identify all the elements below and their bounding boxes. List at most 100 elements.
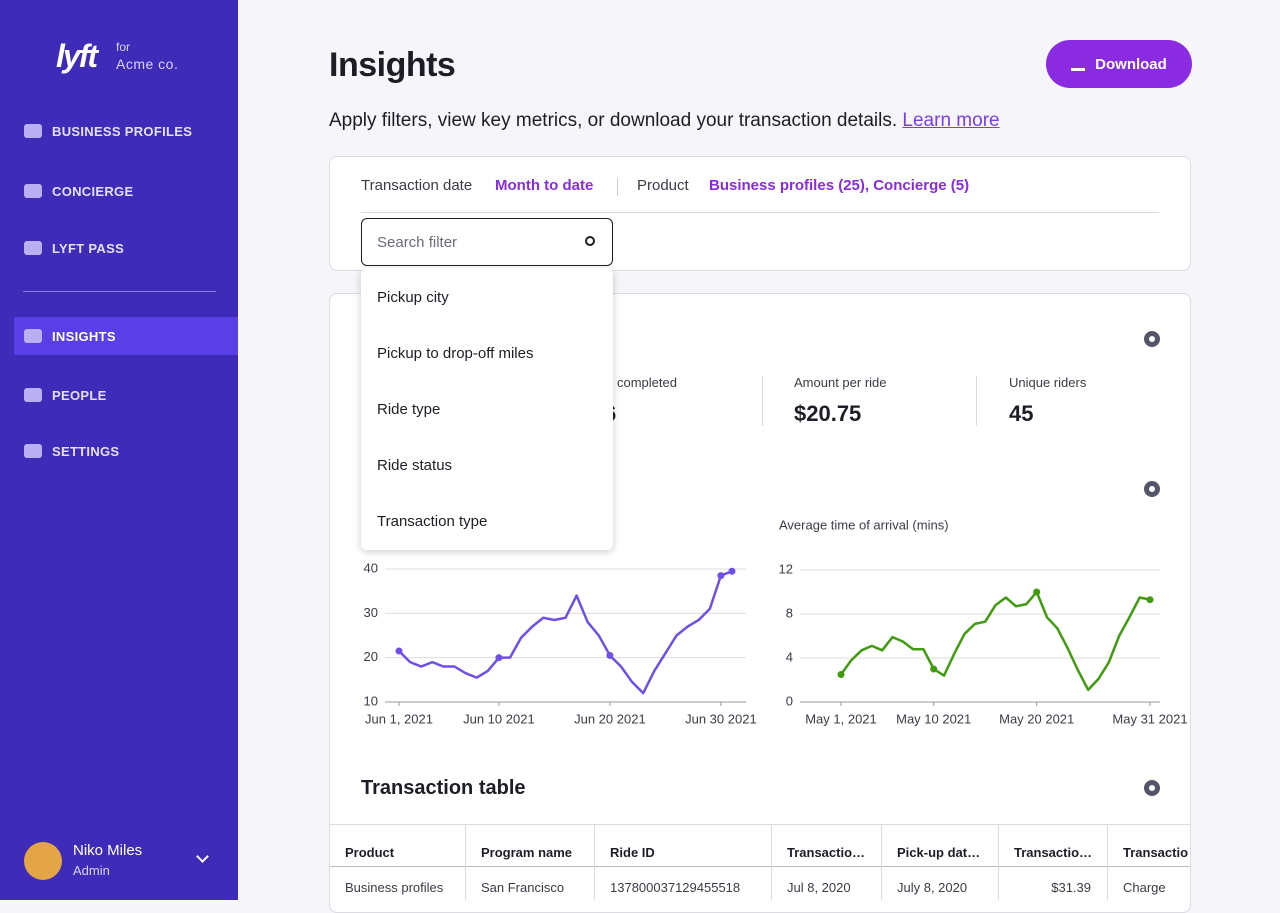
column-header[interactable]: Product bbox=[345, 845, 395, 860]
x-tick-label: Jun 20 2021 bbox=[574, 711, 646, 726]
download-label: Download bbox=[1095, 55, 1167, 73]
learn-more[interactable]: Learn more bbox=[902, 110, 1000, 131]
nav-icon bbox=[24, 241, 42, 255]
point bbox=[728, 567, 736, 575]
search-placeholder: Search filter bbox=[377, 234, 458, 251]
separator bbox=[617, 178, 618, 196]
point bbox=[1146, 596, 1154, 604]
divider bbox=[361, 212, 1159, 213]
column-header[interactable]: Program name bbox=[481, 845, 573, 860]
avatar bbox=[24, 842, 62, 880]
column-header[interactable]: Transactio… bbox=[1014, 845, 1093, 860]
x-tick-label: Jun 30 2021 bbox=[685, 711, 757, 726]
y-tick-label: 40 bbox=[364, 560, 378, 575]
nav-item[interactable]: LYFT PASS bbox=[14, 229, 238, 267]
point bbox=[495, 654, 503, 662]
y-tick-label: 20 bbox=[364, 649, 378, 664]
nav-label: BUSINESS PROFILES bbox=[52, 123, 193, 139]
separator bbox=[976, 376, 977, 426]
metric-label: Amount per ride bbox=[794, 375, 887, 390]
y-tick-label: 4 bbox=[786, 649, 793, 664]
logo: lyft bbox=[56, 38, 98, 74]
nav-icon bbox=[24, 329, 42, 343]
point bbox=[717, 572, 725, 580]
metric-label: completed bbox=[617, 375, 677, 390]
nav-item[interactable]: BUSINESS PROFILES bbox=[14, 112, 238, 150]
nav-icon bbox=[24, 184, 42, 198]
table-cell: Jul 8, 2020 bbox=[787, 880, 851, 895]
point bbox=[837, 671, 845, 678]
divider bbox=[23, 291, 216, 292]
gear[interactable] bbox=[1144, 780, 1160, 796]
date-value[interactable]: Month to date bbox=[495, 177, 594, 194]
separator bbox=[762, 376, 763, 426]
nav-label: SETTINGS bbox=[52, 443, 120, 459]
filter-option[interactable]: Transaction type bbox=[377, 513, 488, 530]
nav-item[interactable]: INSIGHTS bbox=[14, 317, 238, 355]
filter-option[interactable]: Pickup city bbox=[377, 289, 449, 306]
y-tick-label: 8 bbox=[786, 605, 793, 620]
filter-option[interactable]: Pickup to drop-off miles bbox=[377, 345, 534, 362]
x-tick-label: Jun 1, 2021 bbox=[365, 711, 433, 726]
column-divider bbox=[998, 825, 999, 900]
table-cell: Charge bbox=[1123, 880, 1166, 895]
gear[interactable] bbox=[1144, 481, 1160, 497]
column-divider bbox=[465, 825, 466, 900]
y-tick-label: 12 bbox=[779, 561, 793, 576]
description-text: Apply filters, view key metrics, or down… bbox=[329, 110, 898, 131]
table-cell: 137800037129455518 bbox=[610, 880, 741, 895]
brand-for: for bbox=[116, 40, 131, 54]
table-cell: Business profiles bbox=[345, 880, 444, 895]
column-header[interactable]: Pick-up dat… bbox=[897, 845, 981, 860]
nav-item[interactable]: CONCIERGE bbox=[14, 172, 238, 210]
metric-value: $20.75 bbox=[794, 401, 862, 426]
product-label: Product bbox=[637, 177, 689, 194]
column-divider bbox=[881, 825, 882, 900]
point bbox=[606, 651, 614, 659]
line-series bbox=[839, 590, 1151, 692]
nav-item[interactable]: SETTINGS bbox=[14, 432, 238, 470]
user-role: Admin bbox=[73, 863, 110, 878]
x-tick-label: Jun 10 2021 bbox=[463, 711, 535, 726]
nav-label: LYFT PASS bbox=[52, 240, 125, 256]
column-header[interactable]: Transactio bbox=[1123, 845, 1189, 860]
brand-org: Acme co. bbox=[116, 56, 179, 72]
nav-item[interactable]: PEOPLE bbox=[14, 376, 238, 414]
table-title: Transaction table bbox=[361, 777, 526, 799]
nav-label: PEOPLE bbox=[52, 387, 107, 403]
table-cell: $31.39 bbox=[1051, 880, 1091, 895]
table-header bbox=[330, 824, 1190, 867]
description: Apply filters, view key metrics, or down… bbox=[329, 110, 1000, 132]
point bbox=[1033, 588, 1041, 596]
column-header[interactable]: Transactio… bbox=[787, 845, 866, 860]
x-tick-label: May 10 2021 bbox=[896, 711, 971, 726]
page-title: Insights bbox=[329, 46, 456, 84]
column-header[interactable]: Ride ID bbox=[610, 845, 655, 860]
gear[interactable] bbox=[1144, 331, 1160, 347]
filter-option[interactable]: Ride type bbox=[377, 401, 441, 418]
download-icon bbox=[1071, 57, 1086, 71]
point bbox=[930, 665, 938, 673]
y-tick-label: 10 bbox=[364, 693, 378, 708]
metric-value: 45 bbox=[1009, 401, 1034, 426]
date-label: Transaction date bbox=[361, 177, 473, 194]
column-divider bbox=[1107, 825, 1108, 900]
nav-label: INSIGHTS bbox=[52, 328, 116, 344]
filter-dropdown: Pickup city Pickup to drop-off miles Ride … bbox=[361, 268, 613, 550]
x-tick-label: May 1, 2021 bbox=[805, 711, 877, 726]
user-name: Niko Miles bbox=[73, 842, 143, 859]
sidebar: lyft for Acme co. BUSINESS PROFILES CONCI… bbox=[0, 0, 238, 900]
nav-icon bbox=[24, 444, 42, 458]
chart-title: Average time of arrival (mins) bbox=[779, 517, 949, 532]
search-box[interactable]: Search filter bbox=[361, 218, 613, 266]
metric-label: Unique riders bbox=[1009, 375, 1087, 390]
download-button[interactable]: Download bbox=[1046, 40, 1192, 88]
product-value[interactable]: Business profiles (25), Concierge (5) bbox=[709, 177, 970, 194]
x-tick-label: May 31 2021 bbox=[1112, 711, 1187, 726]
y-tick-label: 30 bbox=[364, 605, 378, 620]
search-icon bbox=[585, 236, 595, 246]
filter-option[interactable]: Ride status bbox=[377, 457, 453, 474]
point bbox=[395, 647, 403, 655]
table-cell: July 8, 2020 bbox=[897, 880, 968, 895]
